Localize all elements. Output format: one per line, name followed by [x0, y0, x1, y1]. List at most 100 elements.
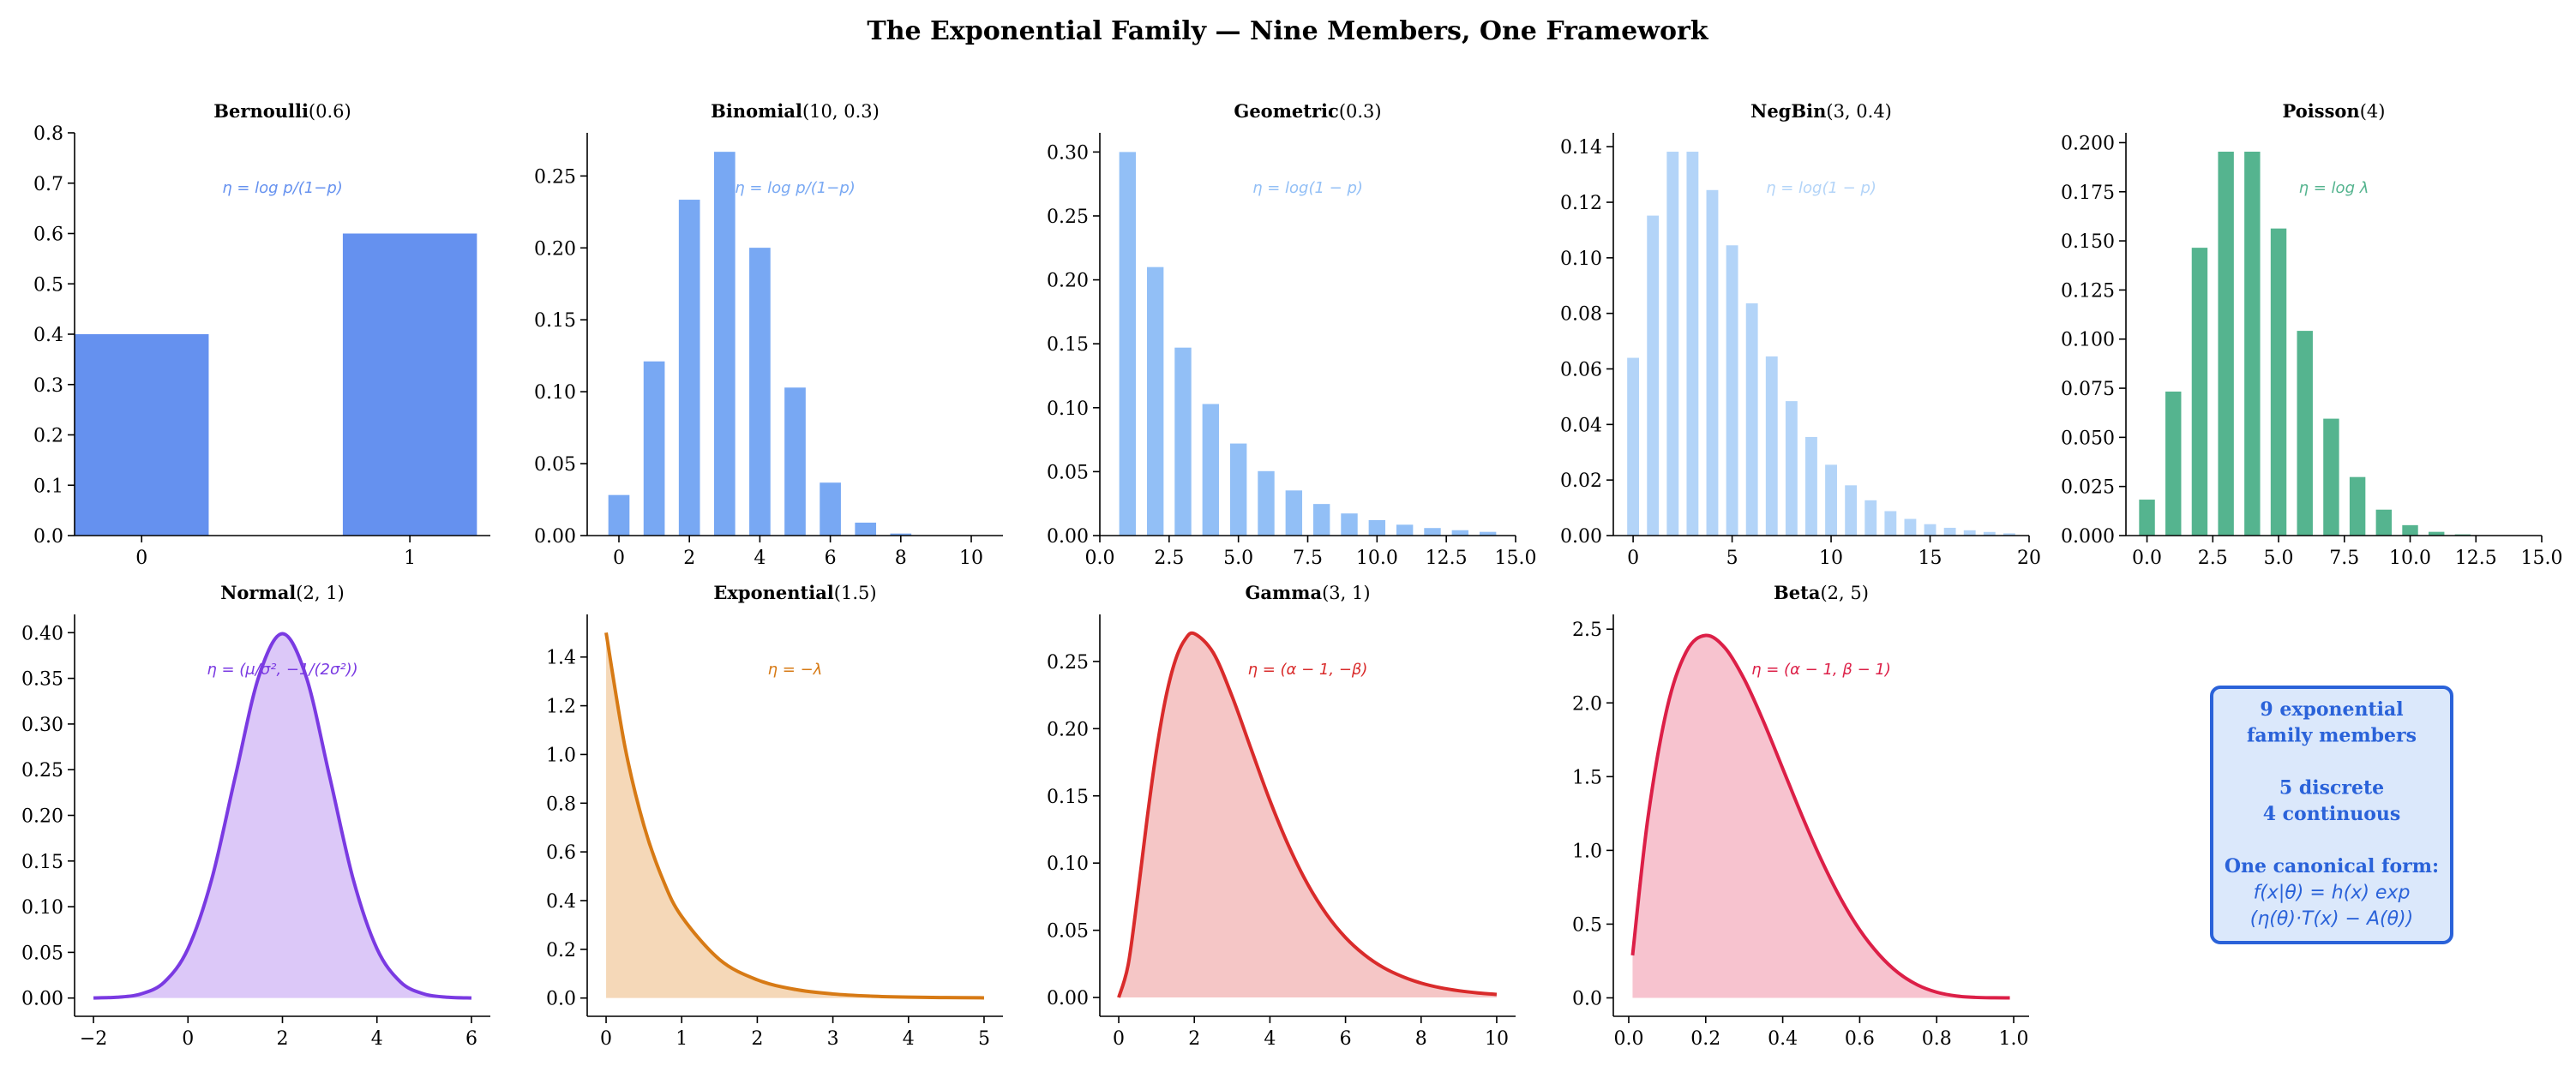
y-tick-label: 0.25 — [21, 760, 63, 782]
bar — [1229, 443, 1247, 536]
summary-line: f(x|θ) = h(x) exp — [2254, 883, 2411, 904]
bar — [1924, 524, 1937, 536]
panel-title: Binomial(10, 0.3) — [711, 100, 880, 122]
y-tick-label: 0.175 — [2061, 183, 2115, 204]
bar — [1627, 357, 1640, 536]
chart-panel-7: 0.0 0.2 0.4 0.6 0.8 1.0 1.2 1.4 0 1 2 3 4 5 Exponentia… — [546, 582, 1003, 1050]
y-tick-label: 1.2 — [546, 697, 576, 718]
y-tick-label: 0.075 — [2061, 379, 2115, 400]
y-tick-label: 1.0 — [1572, 841, 1602, 862]
y-tick-label: 0.000 — [2061, 526, 2115, 548]
panel-title-name: Bernoulli — [213, 100, 309, 122]
panel-title: Gamma(3, 1) — [1245, 582, 1370, 603]
x-tick-label: 5 — [1726, 548, 1738, 569]
bar — [2349, 476, 2366, 536]
bar — [1805, 436, 1817, 536]
x-tick-label: −2 — [80, 1028, 107, 1050]
y-tick-label: 0.150 — [2061, 231, 2115, 253]
series-line — [93, 632, 472, 1000]
chart-panel-6: 0.00 0.05 0.10 0.15 0.20 0.25 0.30 0.35 0.40 −2 0 2… — [21, 582, 490, 1050]
bar — [1451, 530, 1469, 536]
x-tick-label: 4 — [903, 1028, 915, 1050]
bar — [1146, 266, 1164, 536]
panel-title-params: (10, 0.3) — [802, 101, 880, 122]
y-tick-label: 0.10 — [534, 382, 576, 404]
y-tick-label: 0.02 — [1560, 470, 1602, 492]
chart-panels: 0.00.10.20.30.40.50.60.70.80 1Bernoulli(0… — [21, 100, 2562, 1050]
x-tick-label: 4 — [1264, 1028, 1276, 1050]
x-tick-label: 6 — [1340, 1028, 1352, 1050]
x-tick-label: 0 — [135, 548, 147, 569]
x-tick-label: 0 — [600, 1028, 612, 1050]
y-tick-label: 0.8 — [33, 123, 63, 145]
bar — [1686, 152, 1699, 536]
chart-panel-8: 0.00 0.05 0.10 0.15 0.20 0.25 0 2 4 6 8 10 Gamma(3, … — [1047, 582, 1516, 1050]
x-tick-label: 1.0 — [1999, 1028, 2029, 1050]
bar — [75, 334, 209, 536]
x-tick-label: 10 — [1819, 548, 1843, 569]
bar — [1825, 464, 1837, 536]
x-tick-label: 10 — [959, 548, 983, 569]
series-line — [1630, 633, 2010, 1000]
y-tick-label: 0.200 — [2061, 133, 2115, 154]
bar — [1258, 470, 1275, 536]
panel-title-params: (4) — [2360, 101, 2386, 122]
panel-title-params: (2, 5) — [1820, 583, 1868, 603]
y-tick-label: 0.00 — [534, 526, 576, 548]
bar — [1424, 528, 1441, 536]
bar — [784, 387, 806, 536]
bar — [2003, 533, 2015, 536]
x-tick-label: 0.0 — [1613, 1028, 1643, 1050]
chart-panel-1: 0.0 0.1 0.2 0.3 0.4 0.5 0.6 0.7 0.8 0 1 Bernoulli(0… — [33, 100, 490, 569]
x-tick-label: 2 — [277, 1028, 289, 1050]
bar — [2165, 391, 2182, 536]
x-tick-label: 5.0 — [1223, 548, 1253, 569]
bar — [1202, 404, 1220, 536]
panel-title-name: Beta — [1774, 582, 1821, 603]
y-tick-label: 2.5 — [1572, 620, 1602, 641]
x-tick-label: 15 — [1918, 548, 1943, 569]
panel-title-params: (3, 1) — [1322, 583, 1370, 603]
y-tick-label: 1.4 — [546, 648, 576, 669]
panel-title: Poisson(4) — [2283, 100, 2386, 122]
x-tick-label: 12.5 — [1426, 548, 1468, 569]
bar — [1785, 401, 1798, 536]
bar — [1647, 215, 1660, 536]
y-tick-label: 0.0 — [1572, 988, 1602, 1009]
panel-title-name: Exponential — [713, 582, 833, 603]
y-tick-label: 0.35 — [21, 669, 63, 691]
y-tick-label: 0.00 — [21, 989, 63, 1010]
y-tick-label: 0.4 — [33, 325, 63, 346]
eta-annotation: η = log p/(1−p) — [735, 179, 856, 197]
chart-panel-9: 0.0 0.5 1.0 1.5 2.0 2.5 0.0 0.2 0.4 0.6 0.8 1.0 Beta… — [1572, 582, 2029, 1050]
bar — [1666, 152, 1679, 536]
chart-panel-4: 0.00 0.02 0.04 0.06 0.08 0.10 0.12 0.14 0 5 10 15 20… — [1560, 100, 2041, 569]
bar — [1706, 189, 1719, 536]
x-tick-label: 8 — [895, 548, 907, 569]
y-tick-label: 0.2 — [546, 940, 576, 961]
x-tick-label: 20 — [2017, 548, 2041, 569]
bar — [2270, 228, 2287, 536]
panel-title-params: (3, 0.4) — [1826, 101, 1892, 122]
bar — [855, 522, 877, 536]
panel-title-name: Geometric — [1234, 100, 1338, 122]
y-tick-label: 0.5 — [33, 274, 63, 296]
eta-annotation: η = (α − 1, −β) — [1248, 661, 1368, 679]
x-tick-label: 0.0 — [1085, 548, 1115, 569]
bar — [1845, 485, 1858, 536]
y-tick-label: 0.125 — [2061, 280, 2115, 302]
x-tick-label: 0 — [182, 1028, 194, 1050]
y-tick-label: 0.10 — [21, 897, 63, 919]
summary-box: 9 exponential family members 5 discrete 4 c… — [2210, 686, 2453, 944]
y-tick-label: 0.12 — [1560, 193, 1602, 214]
bar — [1285, 490, 1303, 536]
y-tick-label: 0.15 — [1047, 334, 1089, 356]
eta-annotation: η = log(1 − p) — [1252, 179, 1363, 197]
y-tick-label: 0.05 — [21, 943, 63, 964]
bar — [2218, 152, 2234, 536]
x-tick-label: 0 — [613, 548, 625, 569]
x-tick-label: 6 — [825, 548, 837, 569]
bar — [713, 152, 736, 536]
bar — [1368, 519, 1386, 536]
y-tick-label: 0.1 — [33, 476, 63, 497]
